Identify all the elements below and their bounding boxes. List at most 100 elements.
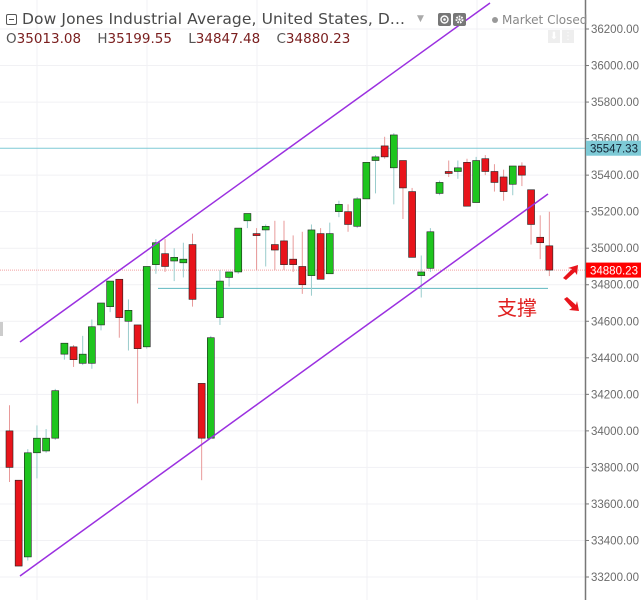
candle	[472, 160, 480, 203]
close-key: C	[276, 31, 286, 47]
candle	[133, 324, 142, 349]
candle	[399, 160, 407, 189]
candle	[426, 231, 435, 269]
candle	[307, 229, 316, 276]
open-key: O	[6, 31, 17, 47]
scroll-down-icon[interactable]: ⬇	[548, 30, 560, 43]
candle	[518, 165, 526, 176]
candle	[69, 346, 78, 360]
high-value: 35199.55	[107, 31, 172, 47]
candle	[188, 244, 197, 300]
candle	[197, 383, 206, 439]
candle	[271, 244, 279, 251]
more-icon[interactable]: ⋮	[562, 30, 574, 43]
candle	[115, 278, 124, 318]
candle	[179, 258, 188, 264]
scroll-buttons: ⬇ ⋮	[548, 30, 574, 43]
candle	[344, 211, 352, 225]
y-tick-label: 34800.00	[591, 280, 639, 292]
close-value: 34880.23	[285, 31, 351, 47]
candle	[490, 171, 499, 183]
y-tick-label: 33600.00	[591, 499, 639, 511]
candle	[454, 167, 462, 172]
gear-icon[interactable]	[452, 12, 466, 26]
candle	[106, 280, 114, 307]
candle	[142, 266, 151, 348]
candle	[252, 233, 261, 236]
last-price-label: 34880.23	[590, 266, 638, 278]
candle	[216, 280, 224, 318]
eye-icon[interactable]	[437, 12, 451, 26]
candle	[289, 258, 297, 265]
candle	[161, 253, 169, 267]
support-annotation: 支撑	[497, 296, 537, 320]
candle	[42, 437, 50, 452]
candle	[14, 479, 23, 567]
candle	[170, 257, 178, 262]
candle	[371, 156, 380, 161]
candle	[463, 162, 471, 207]
chart-legend: Dow Jones Industrial Average, United Sta…	[6, 8, 468, 47]
last-price-tag	[586, 262, 641, 278]
candle	[152, 242, 160, 265]
status-dot-icon	[492, 16, 498, 23]
candle	[225, 271, 233, 278]
y-tick-label: 34200.00	[591, 389, 639, 401]
candle	[124, 310, 133, 322]
candle	[508, 165, 517, 185]
candle	[280, 240, 288, 265]
dropdown-caret-icon[interactable]: ▼	[417, 14, 424, 24]
market-status: Market Closed	[492, 13, 587, 27]
y-tick-label: 34000.00	[591, 426, 639, 438]
y-tick-label: 33400.00	[591, 535, 639, 547]
candle	[545, 245, 554, 271]
y-tick-label: 34400.00	[591, 353, 639, 365]
candle	[88, 326, 96, 364]
candle	[78, 353, 87, 364]
candle	[362, 162, 371, 200]
candle	[5, 430, 14, 468]
low-key: L	[188, 31, 196, 47]
y-tick-label: 36200.00	[591, 24, 639, 36]
collapse-icon[interactable]	[6, 13, 17, 25]
candle	[60, 342, 69, 355]
candle	[234, 227, 243, 273]
open-value: 35013.08	[16, 31, 82, 47]
price-axis[interactable]	[585, 0, 641, 600]
candle	[97, 302, 105, 326]
candle	[325, 233, 334, 275]
market-status-text: Market Closed	[502, 13, 588, 27]
y-tick-label: 36000.00	[591, 61, 639, 73]
candles	[5, 133, 554, 567]
lower-channel-line[interactable]	[19, 193, 549, 577]
candle	[408, 191, 416, 258]
low-value: 34847.48	[195, 31, 261, 47]
candle	[23, 452, 32, 558]
candle	[444, 171, 453, 174]
symbol-title[interactable]: Dow Jones Industrial Average, United Sta…	[22, 10, 405, 28]
y-tick-label: 35800.00	[591, 97, 639, 109]
candle	[389, 134, 398, 169]
arrow-down-right-icon	[564, 297, 579, 311]
candle	[51, 390, 60, 439]
candle	[207, 337, 215, 439]
y-tick-label: 35200.00	[591, 207, 639, 219]
candle	[316, 233, 325, 280]
y-tick-label: 34600.00	[591, 316, 639, 328]
upper-channel-line[interactable]	[19, 2, 491, 343]
left-drag-handle[interactable]	[0, 322, 3, 336]
candle	[298, 266, 307, 286]
y-tick-label: 35000.00	[591, 243, 639, 255]
arrow-up-right-icon	[563, 265, 578, 280]
candle	[536, 236, 545, 244]
candle	[335, 204, 343, 212]
high-key: H	[97, 31, 108, 47]
candle	[417, 271, 426, 276]
ref-price-label: 35547.33	[590, 144, 638, 156]
ohlc-values: O35013.08 H35199.55 L34847.48 C34880.23	[6, 31, 468, 47]
candle	[481, 158, 490, 172]
candle	[435, 182, 444, 194]
y-tick-label: 33200.00	[591, 572, 639, 584]
candle	[353, 198, 362, 227]
